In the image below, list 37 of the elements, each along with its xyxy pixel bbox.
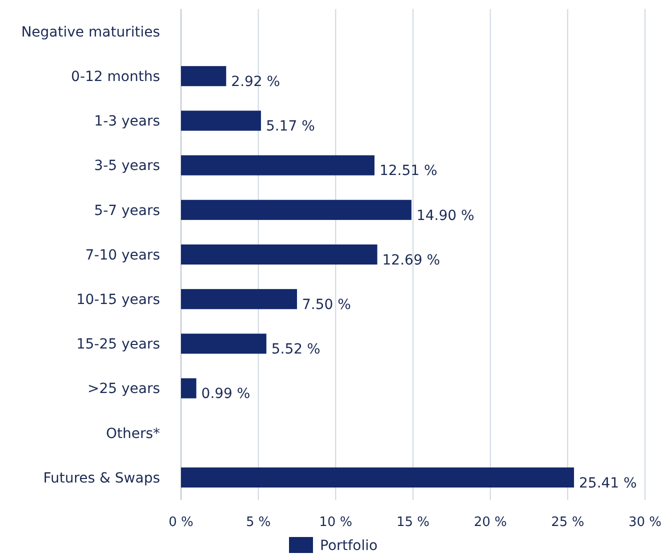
text: 12.69 % xyxy=(382,252,440,268)
text: 12.51 % xyxy=(379,163,438,180)
bar xyxy=(181,378,196,398)
y-tick-label: 0-12 months xyxy=(71,69,160,86)
legend-label: Portfolio xyxy=(320,538,378,554)
x-tick-label: 0 % xyxy=(168,515,194,530)
y-tick-label: Others* xyxy=(106,426,160,442)
x-tick-label: 20 % xyxy=(474,515,507,530)
bar xyxy=(181,155,374,176)
text: 0.99 % xyxy=(201,386,250,402)
bar xyxy=(181,200,412,220)
text: 2.92 % xyxy=(231,74,280,90)
y-tick-label: 15-25 years xyxy=(76,336,160,353)
bar xyxy=(181,110,261,131)
y-tick-label: 3-5 years xyxy=(94,158,160,174)
text: 7.50 % xyxy=(302,296,351,313)
bar xyxy=(181,289,297,310)
y-tick-label: Futures & Swaps xyxy=(43,470,160,486)
y-tick-label: Negative maturities xyxy=(21,24,160,40)
x-tick-label: 5 % xyxy=(246,515,271,530)
y-tick-label: 7-10 years xyxy=(85,247,160,264)
y-tick-label: >25 years xyxy=(87,381,160,398)
x-tick-label: 10 % xyxy=(319,515,352,530)
bar xyxy=(181,334,266,354)
bar xyxy=(181,467,574,488)
text: 5.17 % xyxy=(266,118,315,135)
x-tick-label: 30 % xyxy=(628,515,662,530)
y-tick-label: 5-7 years xyxy=(94,202,160,219)
text: 14.90 % xyxy=(416,208,474,224)
text: 5.52 % xyxy=(271,342,320,358)
bar xyxy=(181,244,378,265)
bar xyxy=(181,66,226,86)
x-tick-label: 25 % xyxy=(551,515,584,530)
text: 25.41 % xyxy=(579,475,637,492)
y-tick-label: 1-3 years xyxy=(94,114,160,130)
y-tick-label: 10-15 years xyxy=(76,292,160,308)
x-tick-label: 15 % xyxy=(396,515,430,530)
